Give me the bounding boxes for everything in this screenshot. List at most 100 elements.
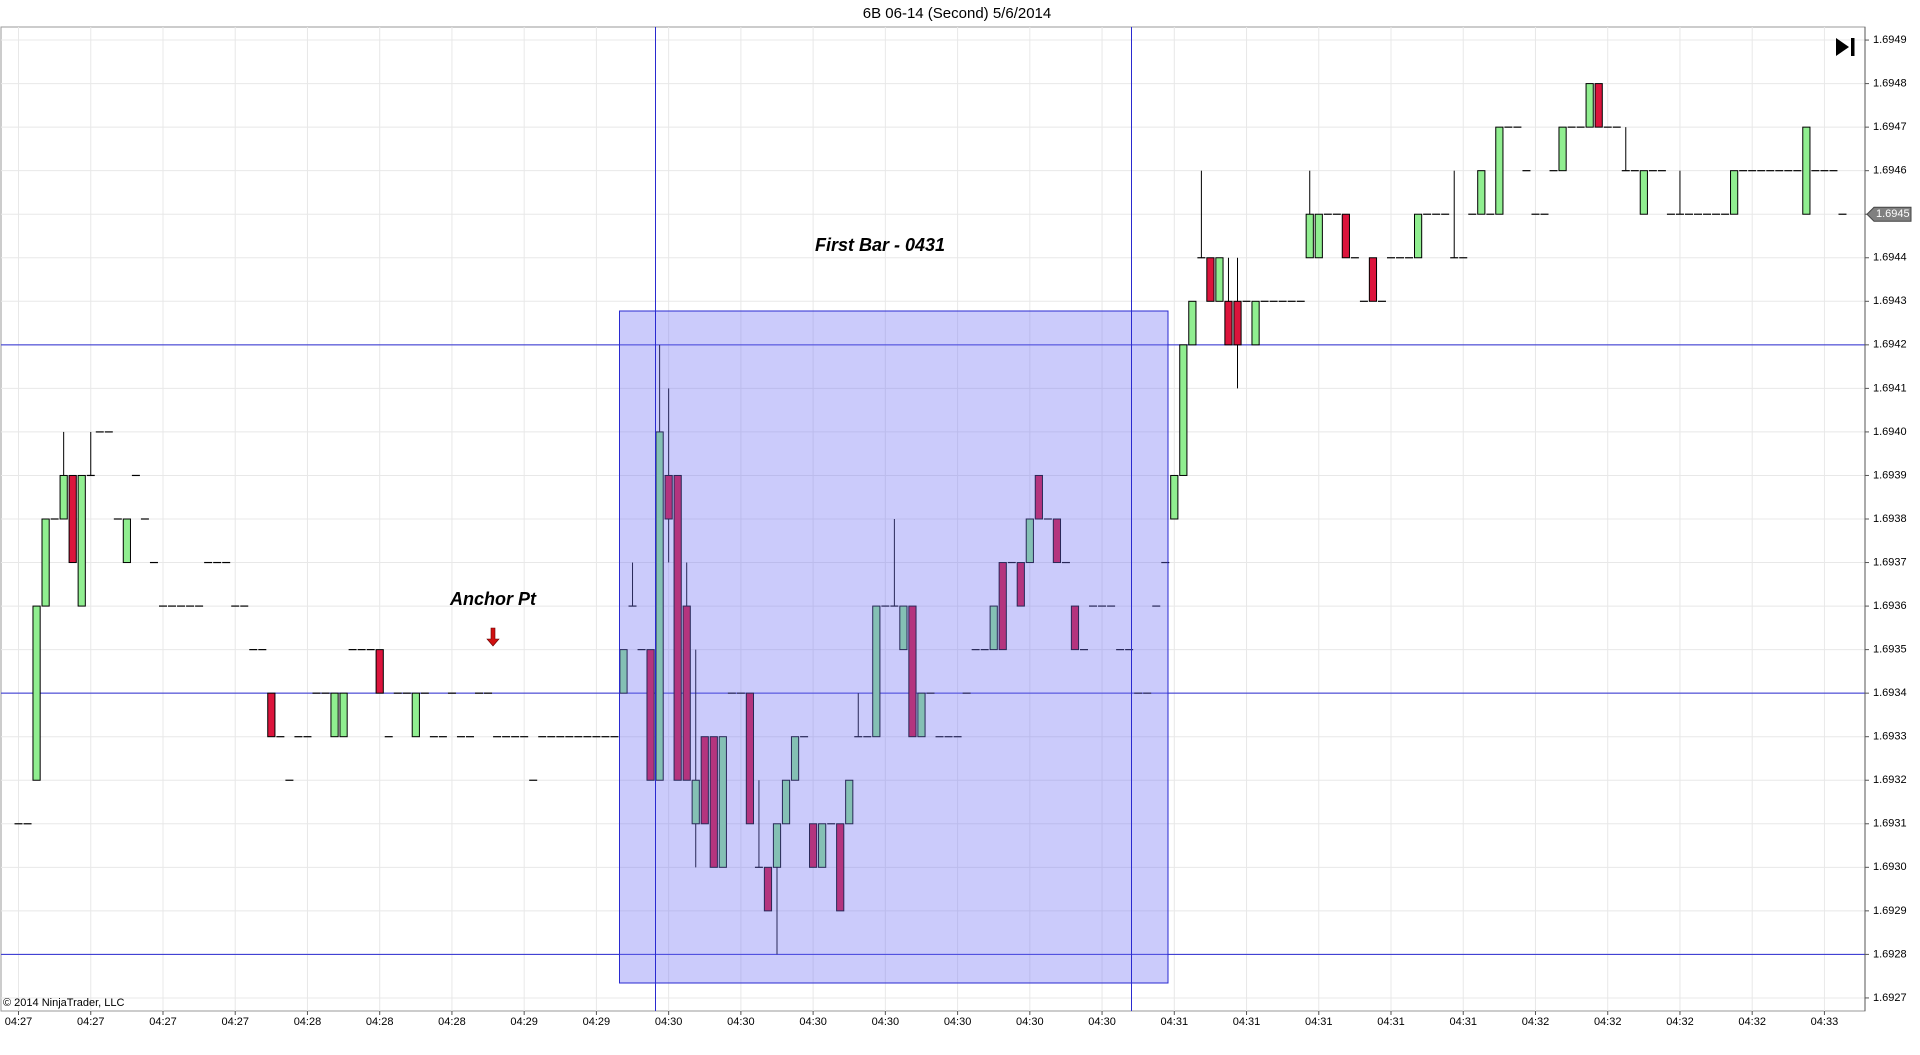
y-tick-label: 1.6927	[1873, 992, 1907, 1004]
candle-body	[1413, 213, 1423, 259]
plot-area	[1, 27, 1865, 1011]
annotation-text: First Bar - 0431	[815, 235, 945, 255]
candle-body	[1305, 213, 1314, 259]
scroll-to-end-icon[interactable]	[1851, 38, 1855, 56]
x-tick-label: 04:32	[1738, 1016, 1766, 1028]
x-tick-label: 04:29	[510, 1016, 538, 1028]
y-tick-label: 1.6942	[1873, 339, 1907, 351]
candle-body	[655, 431, 664, 781]
x-tick-label: 04:31	[1233, 1016, 1261, 1028]
candle-body	[664, 474, 673, 520]
y-tick-label: 1.6933	[1873, 731, 1907, 743]
y-tick-label: 1.6931	[1873, 818, 1907, 830]
x-tick-label: 04:31	[1377, 1016, 1405, 1028]
candle-body	[1215, 257, 1224, 302]
x-tick-label: 04:32	[1522, 1016, 1550, 1028]
candle-body	[998, 562, 1007, 651]
last-price-tag	[1866, 206, 1912, 222]
candle-body	[1170, 474, 1179, 520]
candle-body	[818, 823, 827, 868]
annotation-text: Anchor Pt	[449, 589, 537, 609]
y-tick-label: 1.6936	[1873, 600, 1907, 612]
x-tick-label: 04:33	[1811, 1016, 1839, 1028]
candle-body	[1179, 344, 1188, 476]
x-tick-label: 04:28	[366, 1016, 394, 1028]
candle-body	[1206, 257, 1215, 302]
y-tick-label: 1.6930	[1873, 861, 1907, 873]
candle-body	[1052, 518, 1062, 564]
x-tick-label: 04:27	[5, 1016, 33, 1028]
x-tick-label: 04:30	[1088, 1016, 1116, 1028]
candle-body	[1251, 300, 1260, 346]
x-tick-label: 04:30	[799, 1016, 827, 1028]
highlight-rectangle	[619, 310, 1169, 984]
y-tick-label: 1.6946	[1873, 165, 1907, 177]
x-tick-label: 04:30	[1016, 1016, 1044, 1028]
anchor-arrow	[486, 627, 500, 647]
candle-body	[1341, 213, 1350, 259]
candle-body	[845, 779, 854, 825]
candle-body	[908, 605, 917, 738]
y-tick-label: 1.6934	[1873, 687, 1907, 699]
x-tick-label: 04:27	[149, 1016, 177, 1028]
candle-body	[1070, 605, 1080, 651]
candle-body	[1594, 83, 1603, 128]
x-tick-label: 04:31	[1449, 1016, 1477, 1028]
x-tick-label: 04:28	[438, 1016, 466, 1028]
y-tick-label: 1.6947	[1873, 121, 1907, 133]
candle-body	[682, 605, 691, 781]
x-tick-label: 04:30	[655, 1016, 683, 1028]
candle-body	[267, 692, 276, 738]
x-tick-label: 04:27	[221, 1016, 249, 1028]
candle-body	[1495, 126, 1504, 215]
drawing-objects: First Bar - 0431 Anchor Pt © 2014 NinjaT…	[3, 27, 1912, 1028]
candle-body	[709, 736, 718, 868]
candle-body	[1224, 300, 1233, 346]
candle-body	[836, 823, 845, 912]
x-tick-label: 04:32	[1666, 1016, 1694, 1028]
candle-body	[745, 692, 755, 825]
candle-body	[646, 649, 655, 781]
candle-body	[899, 605, 908, 651]
y-tick-label: 1.6944	[1873, 252, 1907, 264]
candle-body	[1025, 518, 1034, 564]
candle-body	[1730, 170, 1739, 215]
candle-body	[1188, 300, 1197, 346]
x-tick-label: 04:29	[583, 1016, 611, 1028]
candle-body	[32, 605, 41, 781]
candle-body	[1639, 170, 1648, 215]
candle-body	[59, 474, 68, 520]
candle-body	[691, 779, 700, 825]
x-tick-label: 04:30	[944, 1016, 972, 1028]
x-tick-label: 04:30	[872, 1016, 900, 1028]
scroll-to-end-icon[interactable]	[1836, 38, 1849, 56]
candle-body	[781, 779, 791, 825]
y-tick-label: 1.6939	[1873, 469, 1907, 481]
y-tick-label: 1.6928	[1873, 948, 1907, 960]
candle-body	[917, 692, 926, 738]
candle-body	[122, 518, 131, 564]
last-price-label: 1.6945	[1876, 208, 1910, 220]
candle-body	[330, 692, 339, 738]
x-tick-label: 04:28	[294, 1016, 322, 1028]
candle-body	[1314, 213, 1323, 259]
y-tick-label: 1.6949	[1873, 34, 1907, 46]
candle-body	[872, 605, 881, 738]
x-tick-label: 04:31	[1161, 1016, 1189, 1028]
candle-body	[1368, 257, 1378, 302]
y-tick-label: 1.6948	[1873, 78, 1907, 90]
candle-body	[68, 474, 77, 564]
candle-body	[1016, 562, 1025, 607]
y-tick-label: 1.6938	[1873, 513, 1907, 525]
y-tick-label: 1.6940	[1873, 426, 1907, 438]
y-tick-label: 1.6941	[1873, 382, 1907, 394]
y-tick-label: 1.6935	[1873, 644, 1907, 656]
candle-body	[375, 649, 384, 694]
y-tick-label: 1.6932	[1873, 774, 1907, 786]
y-tick-label: 1.6943	[1873, 295, 1907, 307]
candle-body	[809, 823, 818, 868]
candle-body	[1477, 170, 1486, 215]
candle-body	[700, 736, 709, 825]
